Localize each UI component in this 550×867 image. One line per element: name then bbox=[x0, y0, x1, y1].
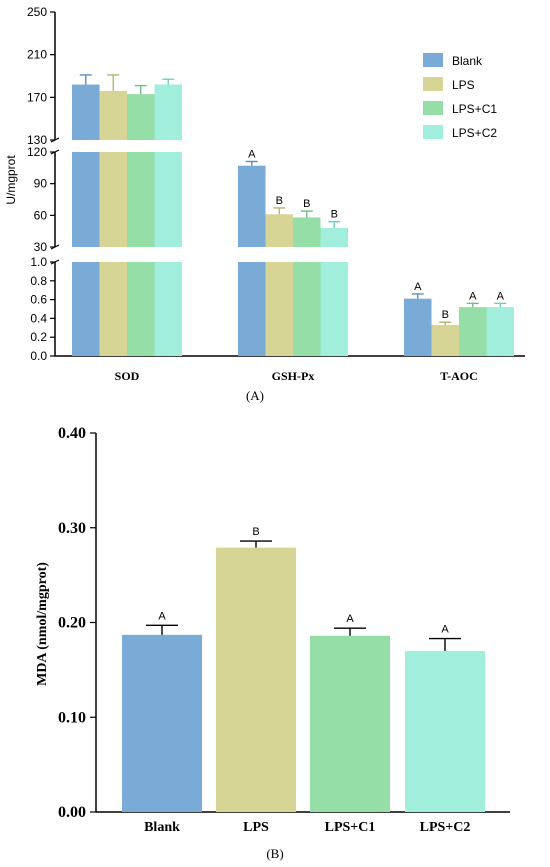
y-tick-label: 210 bbox=[27, 48, 47, 62]
bar-blank bbox=[122, 634, 202, 812]
y-tick-label: 0.4 bbox=[30, 311, 47, 325]
bar-lps bbox=[216, 547, 296, 812]
bar-blank-gsh-px bbox=[238, 262, 266, 356]
bar-lps-c2-sod bbox=[154, 262, 182, 356]
significance-label: B bbox=[303, 198, 310, 210]
bar-lps-c1-gsh-px bbox=[293, 262, 321, 356]
y-axis-title: U/mgprot bbox=[4, 155, 18, 205]
y-tick-label: 0.20 bbox=[58, 615, 86, 632]
significance-label: B bbox=[442, 309, 449, 321]
bar-lps-c1-t-aoc bbox=[459, 307, 487, 356]
bar-lps-c1-sod bbox=[127, 262, 155, 356]
y-tick-label: 130 bbox=[27, 133, 47, 147]
bar-blank-sod bbox=[72, 262, 100, 356]
bar-lps-c2-t-aoc bbox=[486, 307, 514, 356]
significance-label: A bbox=[497, 290, 505, 302]
x-category-label: Blank bbox=[144, 820, 180, 835]
legend-swatch bbox=[423, 125, 443, 139]
y-tick-label: 120 bbox=[27, 145, 47, 159]
y-tick-label: 0.2 bbox=[30, 330, 47, 344]
y-tick-label: 0.00 bbox=[58, 804, 86, 821]
panel-a-label: (A) bbox=[246, 388, 264, 403]
bar-blank-sod bbox=[72, 152, 100, 247]
y-tick-label: 90 bbox=[34, 177, 48, 191]
bar-lps-sod bbox=[99, 262, 127, 356]
bar-lps-c2-gsh-px bbox=[320, 228, 348, 247]
y-tick-label: 170 bbox=[27, 90, 47, 104]
legend-swatch bbox=[423, 53, 443, 67]
legend-label: LPS+C2 bbox=[452, 126, 497, 140]
y-tick-label: 0.6 bbox=[30, 293, 47, 307]
bar-lps-gsh-px bbox=[265, 214, 293, 247]
x-category-label: LPS+C1 bbox=[325, 820, 376, 835]
y-tick-label: 30 bbox=[34, 240, 48, 254]
bar-lps-sod bbox=[99, 90, 127, 140]
bar-lps-c2-sod bbox=[154, 84, 182, 140]
x-category-label: T-AOC bbox=[440, 369, 478, 383]
y-tick-label: 0.40 bbox=[58, 425, 86, 442]
significance-label: A bbox=[469, 290, 477, 302]
y-tick-label: 0.30 bbox=[58, 520, 86, 537]
legend-label: LPS bbox=[452, 78, 475, 92]
significance-label: A bbox=[248, 149, 256, 161]
panel-b-chart: 0.00 0.10 0.20 0.30 0.40 MDA (nmol/mgprot) A Bl… bbox=[35, 425, 510, 835]
axis-break-mark bbox=[50, 244, 60, 250]
significance-label: A bbox=[441, 624, 449, 636]
legend-label: LPS+C1 bbox=[452, 102, 497, 116]
x-category-label: LPS+C2 bbox=[420, 820, 471, 835]
significance-label: A bbox=[158, 610, 166, 622]
legend-swatch bbox=[423, 101, 443, 115]
significance-label: A bbox=[414, 281, 422, 293]
bar-lps-gsh-px bbox=[265, 262, 293, 356]
y-tick-label: 1.0 bbox=[30, 255, 47, 269]
bar-lps-c2 bbox=[405, 650, 485, 812]
bar-lps-c2-sod bbox=[154, 152, 182, 247]
legend-label: Blank bbox=[452, 54, 483, 68]
significance-label: A bbox=[346, 613, 354, 625]
bar-blank-gsh-px bbox=[238, 165, 266, 247]
y-tick-label: 250 bbox=[27, 5, 47, 19]
bar-blank-t-aoc bbox=[404, 298, 432, 356]
axis-break-mark bbox=[50, 137, 60, 143]
bar-lps-c1-sod bbox=[127, 152, 155, 247]
y-tick-label: 0.0 bbox=[30, 349, 47, 363]
x-category-label: SOD bbox=[115, 369, 140, 383]
y-tick-label: 60 bbox=[34, 208, 48, 222]
x-category-label: LPS bbox=[243, 820, 269, 835]
legend-swatch bbox=[423, 77, 443, 91]
bar-lps-c1 bbox=[310, 635, 390, 812]
axis-break-mark bbox=[50, 149, 60, 155]
bar-blank-sod bbox=[72, 84, 100, 140]
axis-break-mark bbox=[50, 259, 60, 265]
x-category-label: GSH-Px bbox=[272, 369, 315, 383]
panel-b-label: (B) bbox=[266, 846, 283, 861]
bar-lps-sod bbox=[99, 152, 127, 247]
y-tick-label: 0.10 bbox=[58, 709, 86, 726]
significance-label: B bbox=[252, 526, 259, 538]
significance-label: B bbox=[331, 209, 338, 221]
bar-lps-c2-gsh-px bbox=[320, 262, 348, 356]
y-tick-label: 0.8 bbox=[30, 274, 47, 288]
bar-lps-t-aoc bbox=[431, 324, 459, 356]
bar-lps-c1-sod bbox=[127, 94, 155, 140]
bar-lps-c1-gsh-px bbox=[293, 217, 321, 247]
y-axis-title: MDA (nmol/mgprot) bbox=[35, 562, 50, 686]
significance-label: B bbox=[276, 195, 283, 207]
